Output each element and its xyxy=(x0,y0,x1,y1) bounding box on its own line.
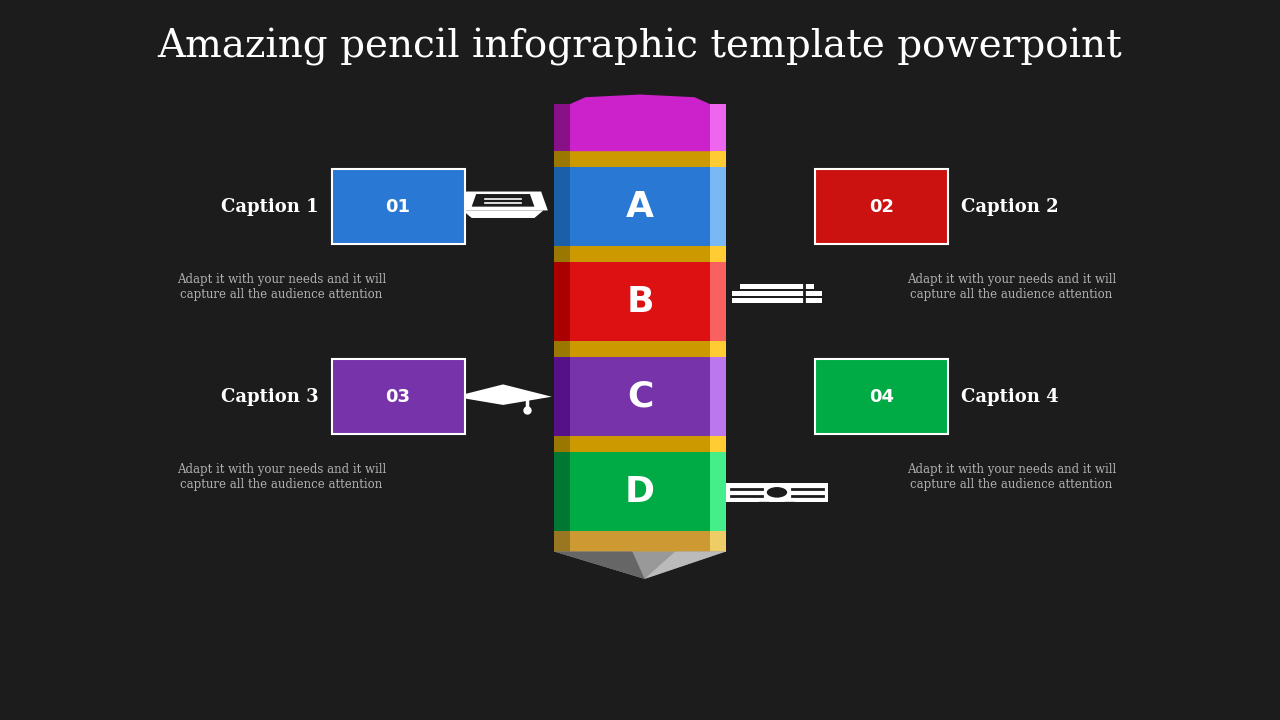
Text: 02: 02 xyxy=(869,197,895,216)
Polygon shape xyxy=(472,194,535,207)
Text: 03: 03 xyxy=(385,387,411,406)
Polygon shape xyxy=(645,552,726,579)
Text: 04: 04 xyxy=(869,387,895,406)
Polygon shape xyxy=(554,357,570,436)
Polygon shape xyxy=(570,357,710,436)
Polygon shape xyxy=(554,436,570,452)
Polygon shape xyxy=(710,531,726,552)
Polygon shape xyxy=(570,151,710,167)
Polygon shape xyxy=(554,341,570,357)
Circle shape xyxy=(765,486,788,499)
Polygon shape xyxy=(570,246,710,262)
FancyBboxPatch shape xyxy=(815,359,948,434)
Polygon shape xyxy=(710,341,726,357)
Text: Adapt it with your needs and it will
capture all the audience attention: Adapt it with your needs and it will cap… xyxy=(177,463,387,491)
Text: Caption 1: Caption 1 xyxy=(221,197,319,216)
Polygon shape xyxy=(710,452,726,531)
Polygon shape xyxy=(710,436,726,452)
FancyBboxPatch shape xyxy=(815,169,948,244)
Polygon shape xyxy=(570,436,710,452)
Polygon shape xyxy=(554,167,570,246)
Text: Caption 2: Caption 2 xyxy=(961,197,1059,216)
FancyBboxPatch shape xyxy=(732,298,822,303)
Text: Adapt it with your needs and it will
capture all the audience attention: Adapt it with your needs and it will cap… xyxy=(906,463,1116,491)
Polygon shape xyxy=(554,531,570,552)
Polygon shape xyxy=(710,104,726,151)
Polygon shape xyxy=(554,151,570,167)
FancyBboxPatch shape xyxy=(726,483,828,502)
FancyBboxPatch shape xyxy=(332,359,465,434)
Text: Adapt it with your needs and it will
capture all the audience attention: Adapt it with your needs and it will cap… xyxy=(906,273,1116,301)
Text: A: A xyxy=(626,189,654,224)
Polygon shape xyxy=(785,502,795,508)
Polygon shape xyxy=(570,262,710,341)
Polygon shape xyxy=(710,167,726,246)
Text: Adapt it with your needs and it will
capture all the audience attention: Adapt it with your needs and it will cap… xyxy=(177,273,387,301)
Text: D: D xyxy=(625,474,655,509)
Polygon shape xyxy=(570,531,710,552)
Text: 01: 01 xyxy=(385,197,411,216)
FancyBboxPatch shape xyxy=(332,169,465,244)
Polygon shape xyxy=(710,246,726,262)
Polygon shape xyxy=(570,94,710,151)
Polygon shape xyxy=(454,384,552,405)
Polygon shape xyxy=(463,210,544,218)
Text: Caption 3: Caption 3 xyxy=(221,387,319,406)
Polygon shape xyxy=(554,246,570,262)
FancyBboxPatch shape xyxy=(732,291,822,296)
Polygon shape xyxy=(554,552,645,579)
Text: Amazing pencil infographic template powerpoint: Amazing pencil infographic template powe… xyxy=(157,28,1123,66)
Text: B: B xyxy=(626,284,654,319)
Text: Caption 4: Caption 4 xyxy=(961,387,1059,406)
Polygon shape xyxy=(570,167,710,246)
Polygon shape xyxy=(554,104,570,151)
Polygon shape xyxy=(710,262,726,341)
Polygon shape xyxy=(458,192,548,210)
Polygon shape xyxy=(759,502,769,508)
Polygon shape xyxy=(710,357,726,436)
Polygon shape xyxy=(710,151,726,167)
FancyBboxPatch shape xyxy=(740,284,814,289)
Polygon shape xyxy=(554,262,570,341)
Polygon shape xyxy=(570,452,710,531)
Polygon shape xyxy=(570,341,710,357)
Text: C: C xyxy=(627,379,653,414)
Polygon shape xyxy=(554,552,726,579)
Polygon shape xyxy=(554,452,570,531)
